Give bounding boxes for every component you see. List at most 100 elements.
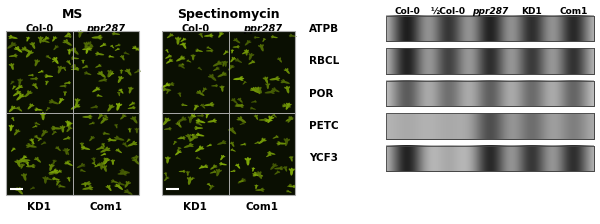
Ellipse shape — [64, 86, 66, 87]
Ellipse shape — [67, 60, 71, 65]
Ellipse shape — [68, 121, 70, 123]
Ellipse shape — [196, 121, 199, 123]
Bar — [386, 113, 594, 139]
Ellipse shape — [43, 39, 46, 41]
Ellipse shape — [67, 122, 71, 127]
Ellipse shape — [27, 90, 29, 93]
Ellipse shape — [74, 64, 76, 67]
Ellipse shape — [171, 82, 173, 84]
Ellipse shape — [117, 48, 119, 49]
Ellipse shape — [222, 71, 224, 74]
Ellipse shape — [253, 62, 255, 63]
Ellipse shape — [28, 104, 33, 110]
Ellipse shape — [90, 47, 92, 48]
Ellipse shape — [83, 60, 85, 61]
Ellipse shape — [164, 128, 172, 130]
Ellipse shape — [94, 162, 95, 163]
Ellipse shape — [219, 163, 227, 165]
Ellipse shape — [178, 93, 179, 94]
Ellipse shape — [97, 52, 99, 54]
Ellipse shape — [13, 108, 16, 109]
Ellipse shape — [103, 133, 110, 135]
Ellipse shape — [71, 68, 79, 70]
Ellipse shape — [16, 187, 23, 194]
Ellipse shape — [221, 155, 223, 157]
Bar — [6, 31, 139, 195]
Ellipse shape — [25, 157, 27, 158]
Ellipse shape — [105, 165, 107, 168]
Ellipse shape — [196, 123, 199, 124]
Ellipse shape — [245, 158, 247, 161]
Bar — [386, 146, 594, 171]
Ellipse shape — [130, 118, 134, 120]
Ellipse shape — [40, 139, 42, 140]
Ellipse shape — [28, 50, 30, 53]
Ellipse shape — [232, 98, 238, 104]
Ellipse shape — [20, 159, 23, 161]
Ellipse shape — [47, 38, 49, 39]
Ellipse shape — [33, 83, 38, 89]
Ellipse shape — [106, 159, 109, 161]
Ellipse shape — [200, 148, 204, 150]
Ellipse shape — [107, 185, 112, 191]
Ellipse shape — [127, 142, 137, 146]
Ellipse shape — [128, 128, 130, 130]
Ellipse shape — [35, 125, 37, 126]
Ellipse shape — [101, 145, 103, 147]
Ellipse shape — [13, 147, 14, 149]
Ellipse shape — [124, 116, 127, 117]
Ellipse shape — [289, 184, 290, 185]
Ellipse shape — [19, 93, 22, 96]
Ellipse shape — [189, 143, 191, 145]
Ellipse shape — [66, 148, 68, 151]
Ellipse shape — [46, 56, 48, 58]
Ellipse shape — [167, 119, 171, 121]
Ellipse shape — [220, 155, 224, 160]
Ellipse shape — [213, 118, 215, 121]
Ellipse shape — [243, 180, 246, 182]
Ellipse shape — [269, 78, 280, 80]
Ellipse shape — [253, 87, 255, 89]
Ellipse shape — [184, 43, 186, 45]
Ellipse shape — [219, 170, 222, 172]
Ellipse shape — [199, 146, 201, 148]
Ellipse shape — [46, 74, 48, 76]
Ellipse shape — [137, 47, 138, 49]
Ellipse shape — [35, 135, 40, 140]
Ellipse shape — [192, 134, 196, 138]
Ellipse shape — [236, 38, 238, 40]
Ellipse shape — [188, 59, 189, 61]
Ellipse shape — [40, 113, 43, 115]
Ellipse shape — [260, 44, 264, 52]
Ellipse shape — [59, 98, 61, 100]
Ellipse shape — [84, 72, 91, 75]
Ellipse shape — [116, 103, 120, 111]
Ellipse shape — [88, 184, 91, 186]
Ellipse shape — [120, 56, 122, 58]
Ellipse shape — [272, 114, 277, 118]
Ellipse shape — [29, 139, 32, 141]
Ellipse shape — [277, 142, 286, 144]
Ellipse shape — [210, 36, 213, 37]
Ellipse shape — [208, 120, 217, 123]
Ellipse shape — [235, 105, 244, 107]
Ellipse shape — [281, 80, 290, 84]
Ellipse shape — [53, 160, 54, 162]
Ellipse shape — [259, 171, 262, 174]
Ellipse shape — [289, 104, 292, 106]
Ellipse shape — [13, 44, 17, 46]
Ellipse shape — [116, 136, 119, 138]
Ellipse shape — [112, 179, 115, 181]
Ellipse shape — [56, 180, 58, 182]
Ellipse shape — [77, 31, 80, 33]
Ellipse shape — [103, 158, 107, 164]
Ellipse shape — [241, 104, 243, 106]
Ellipse shape — [67, 122, 69, 124]
Ellipse shape — [87, 43, 89, 45]
Ellipse shape — [267, 152, 275, 155]
Bar — [386, 48, 594, 74]
Ellipse shape — [256, 115, 258, 116]
Ellipse shape — [194, 127, 203, 129]
Ellipse shape — [64, 67, 65, 68]
Ellipse shape — [208, 76, 211, 78]
